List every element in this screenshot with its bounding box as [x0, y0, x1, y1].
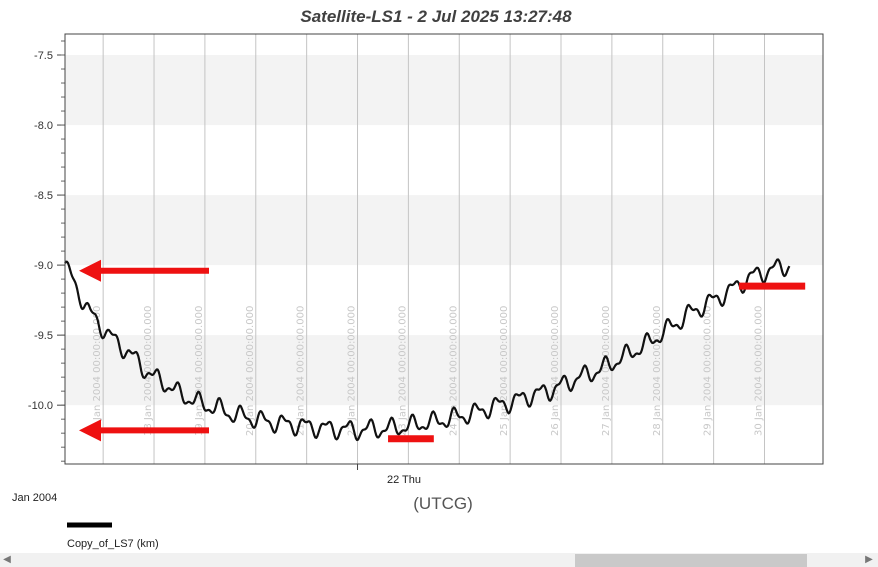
chart-title: Satellite-LS1 - 2 Jul 2025 13:27:48 [300, 7, 572, 26]
gridline-date-label: 23 Jan 2004 00:00:00.000 [397, 306, 408, 436]
gridline-date-label: 29 Jan 2004 00:00:00.000 [703, 306, 714, 436]
y-axis: -7.5 -8.0 -8.5 -9.0 -9.5 -10.0 [28, 40, 65, 462]
gridline-date-label: 27 Jan 2004 00:00:00.000 [601, 306, 612, 436]
background-band [65, 335, 823, 406]
gridline-date-label: 26 Jan 2004 00:00:00.000 [550, 306, 561, 436]
horizontal-scrollbar[interactable]: ◀ ▶ [0, 553, 878, 567]
gridline-date-label: 18 Jan 2004 00:00:00.000 [143, 306, 154, 436]
y-tick-label: -8.0 [34, 120, 53, 132]
background-band [65, 55, 823, 126]
y-tick-label: -9.5 [34, 330, 53, 342]
epoch-label: Jan 2004 [12, 492, 57, 504]
gridline-date-label: 22 Jan 2004 00:00:00.000 [347, 306, 358, 436]
x-axis-label: (UTCG) [413, 494, 472, 513]
background-band [65, 195, 823, 266]
chart-background-bands [65, 55, 823, 406]
annotation-layer [79, 259, 806, 443]
legend: Copy_of_LS7 (km) [67, 522, 159, 550]
series-layer [64, 258, 791, 442]
gridline-date-label: 17 Jan 2004 00:00:00.000 [92, 306, 103, 436]
scroll-left-arrow-icon[interactable]: ◀ [3, 554, 11, 565]
gridline-date-label: 24 Jan 2004 00:00:00.000 [448, 306, 459, 436]
gridline-date-label: 19 Jan 2004 00:00:00.000 [194, 306, 205, 436]
scrollbar-thumb[interactable] [575, 554, 807, 567]
x-axis: 22 Thu Jan 2004 (UTCG) [12, 464, 473, 513]
vertical-gridlines: 17 Jan 2004 00:00:00.000 18 Jan 2004 00:0… [92, 34, 765, 464]
x-tick-label: 22 Thu [387, 474, 421, 486]
gridline-date-label: 25 Jan 2004 00:00:00.000 [499, 306, 510, 436]
y-tick-label: -9.0 [34, 260, 53, 272]
y-tick-label: -10.0 [28, 400, 53, 412]
y-tick-label: -7.5 [34, 50, 53, 62]
annotation-arrow-head [79, 259, 101, 282]
gridline-date-label: 21 Jan 2004 00:00:00.000 [296, 306, 307, 436]
plot-frame [64, 33, 824, 465]
series-line [64, 258, 791, 442]
gridline-date-label: 30 Jan 2004 00:00:00.000 [753, 306, 764, 436]
gridline-date-label: 28 Jan 2004 00:00:00.000 [652, 306, 663, 436]
legend-entry: Copy_of_LS7 (km) [67, 538, 159, 550]
annotation-arrow-head [79, 419, 101, 442]
gridline-date-label: 20 Jan 2004 00:00:00.000 [245, 306, 256, 436]
scroll-right-arrow-icon[interactable]: ▶ [865, 554, 873, 565]
y-tick-label: -8.5 [34, 190, 53, 202]
